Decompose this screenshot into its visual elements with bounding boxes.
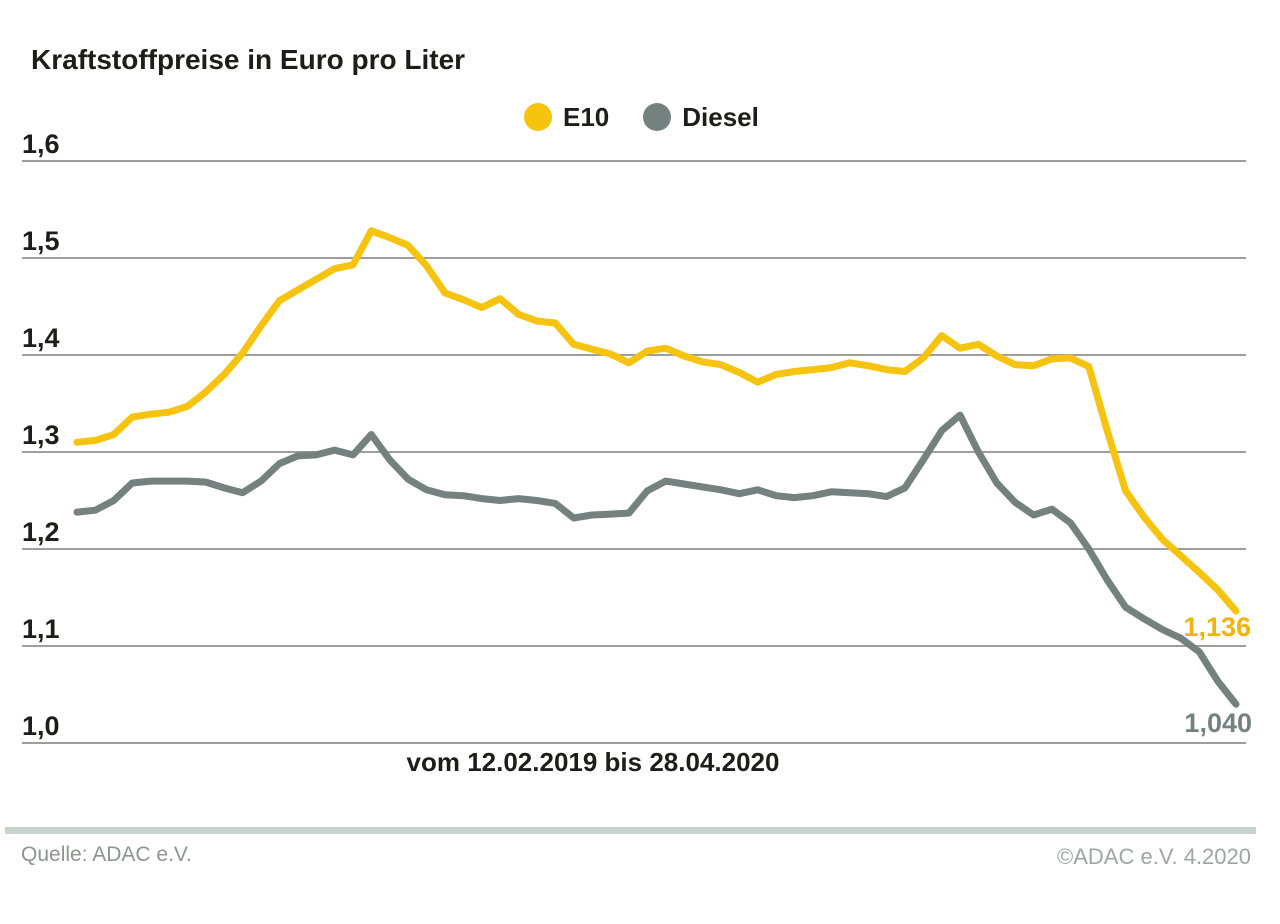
y-tick-label: 1,6	[22, 129, 60, 159]
page-title: Kraftstoffpreise in Euro pro Liter	[31, 44, 466, 75]
footer-divider-bar	[5, 827, 1256, 834]
gridlines	[22, 160, 1246, 744]
diesel-line	[73, 411, 1240, 708]
diesel-end-label: 1,040	[1184, 708, 1252, 738]
e10-line	[73, 227, 1240, 615]
y-tick-label: 1,5	[22, 226, 60, 256]
y-tick-label: 1,0	[22, 711, 60, 741]
legend-label-diesel: Diesel	[682, 102, 759, 132]
legend-label-e10: E10	[563, 102, 610, 132]
y-axis-labels: 1,0 1,1 1,2 1,3 1,4 1,5 1,6	[22, 129, 60, 741]
x-axis-range-label: vom 12.02.2019 bis 28.04.2020	[406, 747, 780, 777]
copyright-text: ©ADAC e.V. 4.2020	[1057, 844, 1251, 869]
y-tick-label: 1,1	[22, 614, 60, 644]
legend-swatch-diesel	[643, 103, 672, 131]
source-text: Quelle: ADAC e.V.	[21, 843, 192, 866]
y-tick-label: 1,3	[22, 420, 60, 450]
y-tick-label: 1,4	[22, 323, 60, 353]
y-tick-label: 1,2	[22, 517, 60, 547]
legend-swatch-e10	[524, 103, 552, 131]
chart-legend: E10 Diesel	[524, 102, 759, 132]
e10-end-label: 1,136	[1183, 612, 1251, 642]
